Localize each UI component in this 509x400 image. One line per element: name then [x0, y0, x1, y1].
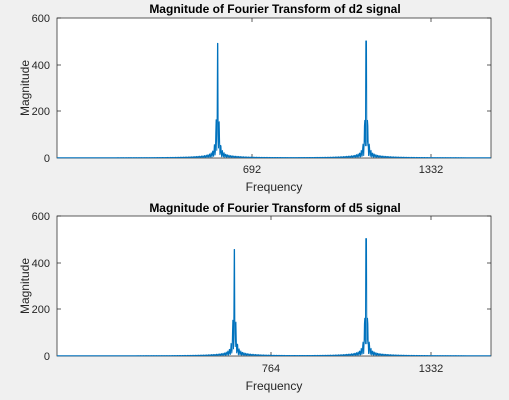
y-axis-label: Magnitude — [18, 258, 32, 314]
series-line — [56, 238, 491, 357]
plot-title: Magnitude of Fourier Transform of d5 sig… — [149, 201, 400, 215]
subplot-d5: Magnitude of Fourier Transform of d5 sig… — [18, 201, 492, 393]
y-tick-label: 0 — [44, 153, 50, 165]
y-tick-label: 200 — [32, 304, 50, 316]
axes-area — [56, 215, 492, 357]
x-tick-label: 1332 — [419, 164, 443, 176]
y-tick-label: 600 — [32, 13, 50, 25]
x-axis-label: Frequency — [246, 180, 303, 194]
y-tick-label: 0 — [44, 351, 50, 363]
x-tick-label: 692 — [243, 164, 261, 176]
axes-area — [56, 17, 492, 159]
x-tick-label: 1332 — [419, 363, 443, 375]
y-tick-label: 200 — [32, 106, 50, 118]
y-tick-label: 400 — [32, 258, 50, 270]
y-axis-label: Magnitude — [18, 60, 32, 116]
series-line — [56, 40, 491, 159]
plot-title: Magnitude of Fourier Transform of d2 sig… — [149, 2, 400, 16]
y-tick-label: 600 — [32, 211, 50, 223]
y-tick-label: 400 — [32, 60, 50, 72]
x-tick-label: 764 — [262, 363, 280, 375]
subplot-d2: Magnitude of Fourier Transform of d2 sig… — [18, 2, 492, 194]
x-axis-label: Frequency — [246, 379, 303, 393]
